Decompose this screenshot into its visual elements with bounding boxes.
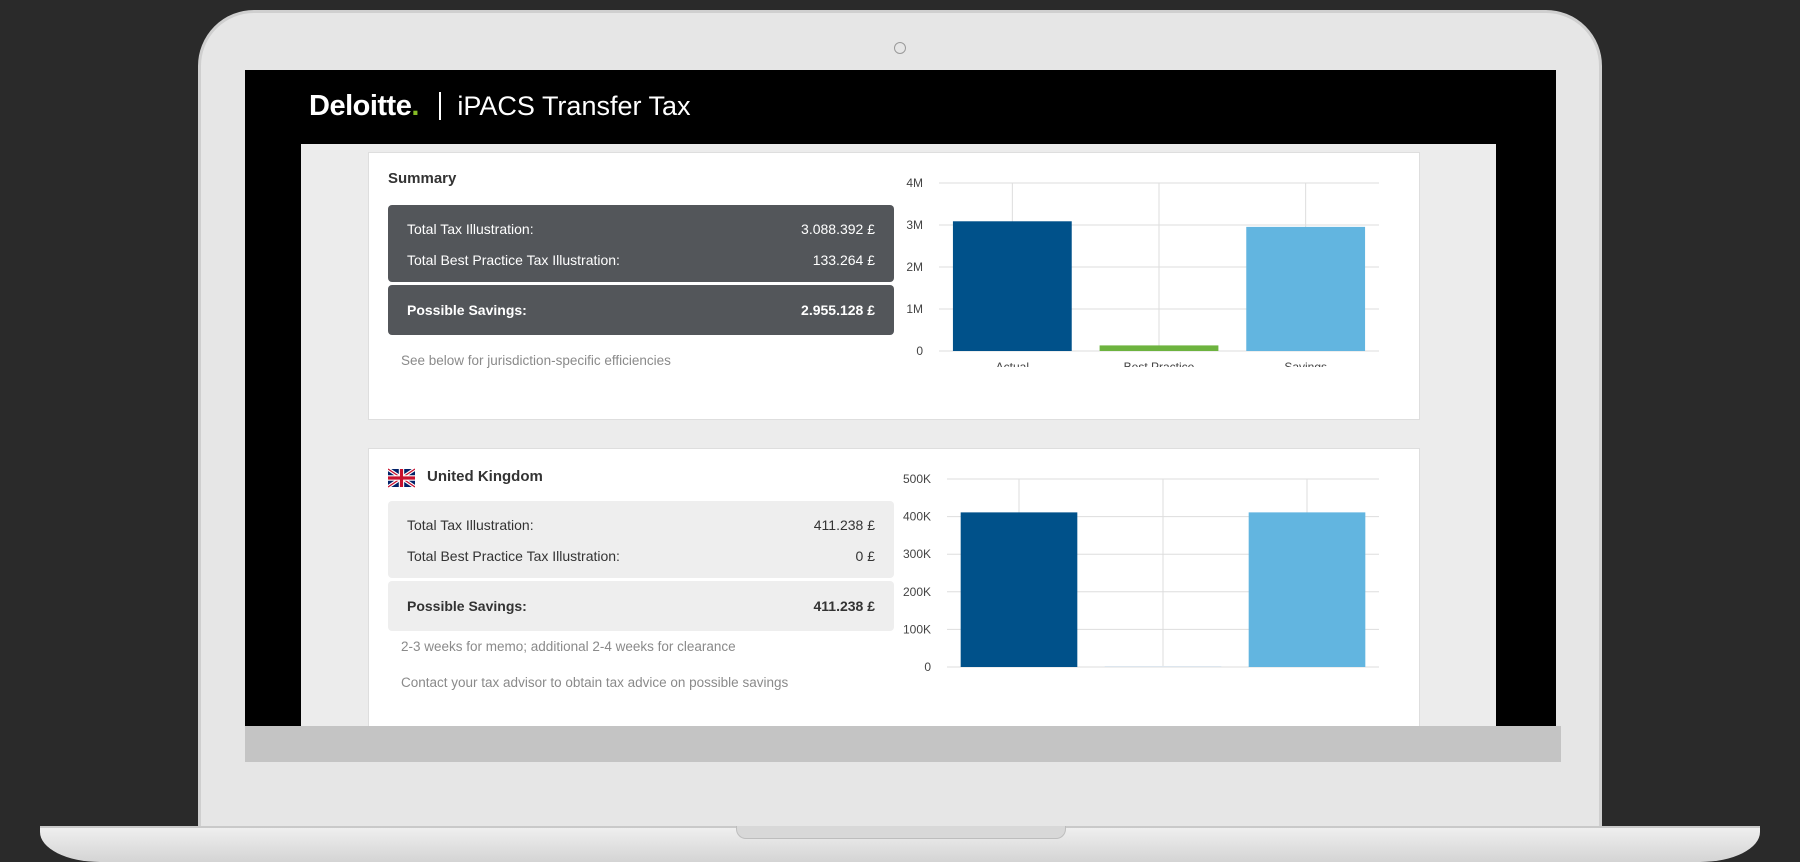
laptop-notch [736,826,1066,839]
summary-chart-ytick-label: 4M [906,176,923,190]
summary-tax-box: Total Tax Illustration: 3.088.392 £ Tota… [388,205,894,282]
summary-chart-category-label: Actual [996,360,1029,367]
summary-row-label: Total Best Practice Tax Illustration: [407,251,620,268]
uk-row-value: 411.238 £ [813,516,875,533]
summary-savings-label: Possible Savings: [407,301,527,318]
uk-tax-box: Total Tax Illustration: 411.238 £ Total … [388,501,894,578]
summary-chart-bar-savings[interactable] [1246,226,1366,351]
summary-row-value: 133.264 £ [812,251,875,268]
summary-chart-ytick-label: 3M [906,218,923,232]
deloitte-logo: Deloitte [309,89,412,122]
screen-bottom-bar [245,726,1561,762]
summary-row-value: 3.088.392 £ [801,220,875,237]
uk-card: United Kingdom Total Tax Illustration: 4… [368,448,1420,726]
summary-row-best-practice: Total Best Practice Tax Illustration: 13… [407,244,875,275]
uk-chart-ytick-label: 500K [903,472,931,486]
summary-savings-box: Possible Savings: 2.955.128 £ [388,285,894,335]
summary-bar-chart: 0 1M 2M 3M 4M Actual Best Practice Savings [906,176,1379,367]
app-header: Deloitte. iPACS Transfer Tax [309,86,691,126]
uk-chart-ytick-label: 100K [903,622,931,636]
uk-chart-bar-actual[interactable] [960,512,1078,667]
uk-savings-label: Possible Savings: [407,597,527,614]
uk-row-value: 0 £ [855,547,875,564]
uk-flag-icon [388,468,415,488]
summary-row-label: Total Tax Illustration: [407,220,534,237]
summary-row-total-tax: Total Tax Illustration: 3.088.392 £ [407,213,875,244]
summary-note: See below for jurisdiction-specific effi… [401,353,671,368]
uk-title: United Kingdom [427,468,543,485]
uk-row-label: Total Best Practice Tax Illustration: [407,547,620,564]
summary-chart-bar-best-practice[interactable] [1099,345,1219,351]
uk-note-contact: Contact your tax advisor to obtain tax a… [401,675,789,690]
uk-chart-bar-savings[interactable] [1248,512,1366,667]
uk-row-total-tax: Total Tax Illustration: 411.238 £ [407,509,875,540]
summary-chart-ytick-label: 0 [916,344,923,358]
uk-savings-box: Possible Savings: 411.238 £ [388,581,894,631]
deloitte-logo-dot: . [411,89,420,122]
uk-row-label: Total Tax Illustration: [407,516,534,533]
header-divider [439,92,442,120]
summary-chart-bar-actual[interactable] [952,221,1072,351]
summary-chart-category-label: Savings [1284,360,1327,367]
uk-note-timeline: 2-3 weeks for memo; additional 2-4 weeks… [401,639,736,654]
uk-chart-bar-best-practice[interactable] [1104,666,1222,667]
app-title: iPACS Transfer Tax [457,90,691,121]
laptop-screen: Deloitte. iPACS Transfer Tax Summary Tot… [245,70,1556,726]
uk-row-best-practice: Total Best Practice Tax Illustration: 0 … [407,540,875,571]
uk-chart-ytick-label: 200K [903,585,931,599]
uk-bar-chart: 0100K200K300K400K500KActualBest Practice… [903,472,1379,674]
uk-chart-ytick-label: 0 [924,660,931,674]
uk-savings-row: Possible Savings: 411.238 £ [407,590,875,621]
summary-card: Summary Total Tax Illustration: 3.088.39… [368,152,1420,420]
camera-icon [894,42,906,54]
uk-chart-ytick-label: 400K [903,510,931,524]
summary-savings-row: Possible Savings: 2.955.128 £ [407,294,875,325]
summary-savings-value: 2.955.128 £ [801,301,875,318]
summary-chart-ytick-label: 1M [906,302,923,316]
content-area[interactable]: Summary Total Tax Illustration: 3.088.39… [301,144,1496,726]
summary-title: Summary [388,170,457,187]
summary-chart-category-label: Best Practice [1124,360,1195,367]
uk-savings-value: 411.238 £ [813,597,875,614]
uk-chart-ytick-label: 300K [903,547,931,561]
summary-chart-ytick-label: 2M [906,260,923,274]
